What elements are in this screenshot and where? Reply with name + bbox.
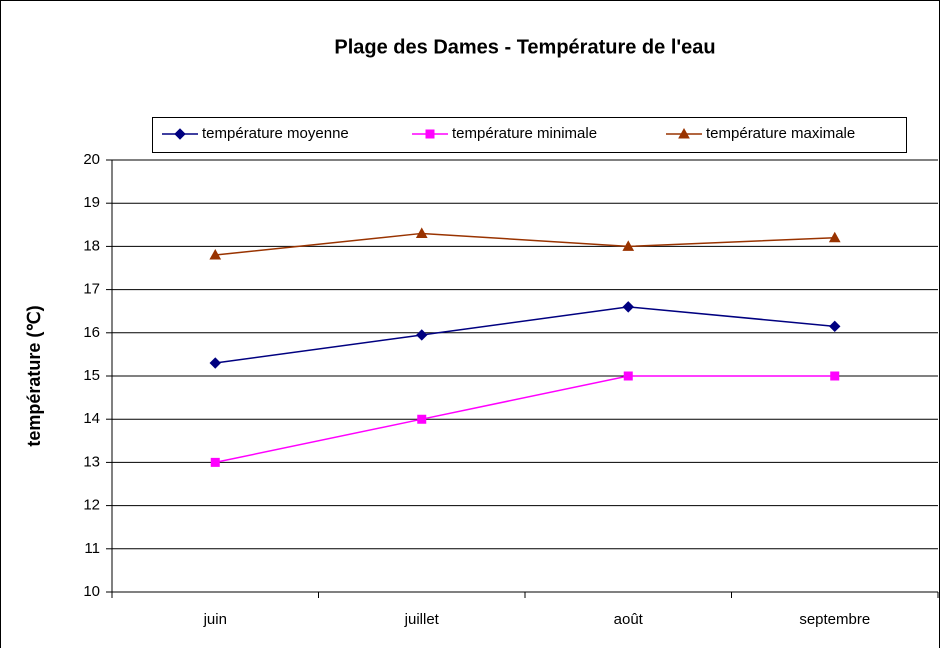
y-tick-label: 19 [83,194,100,211]
x-tick-label: septembre [799,611,870,628]
legend-marker [174,128,186,140]
data-point [829,320,841,333]
chart-title: Plage des Dames - Température de l'eau [334,36,715,58]
data-point [416,329,428,341]
x-tick-label: août [614,611,644,628]
y-tick-label: 13 [83,453,100,470]
data-point [417,414,427,424]
data-point [210,457,220,467]
data-point [622,301,634,313]
data-point [623,371,633,381]
x-tick-label: juin [203,611,227,628]
data-point [622,240,635,251]
y-tick-label: 17 [83,281,100,298]
x-tick-label: juillet [404,611,440,628]
y-tick-label: 15 [83,367,100,384]
series-line [215,232,835,256]
series-line [215,306,835,364]
data-point [209,357,221,369]
legend-label: température moyenne [202,125,349,142]
series-line [215,375,835,464]
legend-box [152,117,907,153]
y-tick-label: 11 [84,540,100,557]
y-tick-label: 10 [83,583,100,600]
data-point [209,249,222,260]
data-point [415,227,428,238]
y-axis-label: température (℃) [24,305,44,446]
y-tick-label: 16 [83,324,100,341]
legend-marker [678,127,690,139]
legend-label: température minimale [452,125,597,142]
y-tick-label: 12 [83,497,100,514]
y-tick-label: 20 [83,151,100,168]
legend-label: température maximale [706,125,855,142]
data-point [828,231,841,243]
y-tick-label: 14 [83,410,100,427]
legend-marker [425,129,435,139]
y-tick-label: 18 [83,237,100,254]
data-point [830,371,840,381]
